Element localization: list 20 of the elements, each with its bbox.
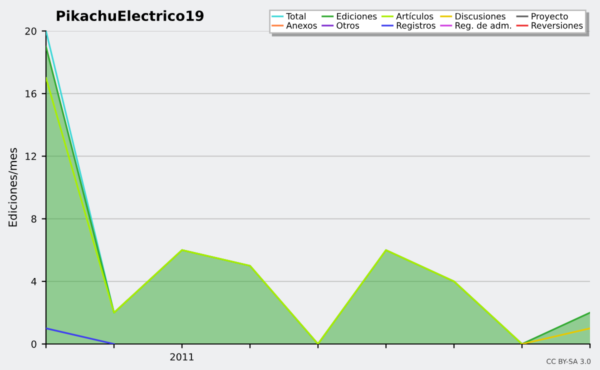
line-series xyxy=(46,77,523,344)
legend-label: Reg. de adm. xyxy=(456,22,512,30)
legend-label: Proyecto xyxy=(532,13,568,22)
x-tick-label: 2011 xyxy=(170,353,194,361)
legend-label: Registros xyxy=(396,22,436,30)
y-tick-label: 20 xyxy=(25,27,36,35)
legend-label: Ediciones xyxy=(337,12,377,20)
legend-label: Otros xyxy=(336,22,360,29)
legend-label: Artículos xyxy=(396,12,434,20)
y-tick-label: 4 xyxy=(31,278,36,286)
y-tick-label: 0 xyxy=(31,340,36,348)
legend-label: Discusiones xyxy=(456,12,506,20)
y-tick-label: 12 xyxy=(26,152,36,160)
legend-label: Anexos xyxy=(286,22,317,29)
y-axis-title: Ediciones/mes xyxy=(8,148,18,226)
legend-label: Reversiones xyxy=(532,22,583,29)
legend-label: Total xyxy=(286,12,306,20)
y-tick-label: 8 xyxy=(31,215,36,223)
chart-title: PikachuElectrico19 xyxy=(56,10,204,22)
y-tick-label: 16 xyxy=(26,90,36,98)
